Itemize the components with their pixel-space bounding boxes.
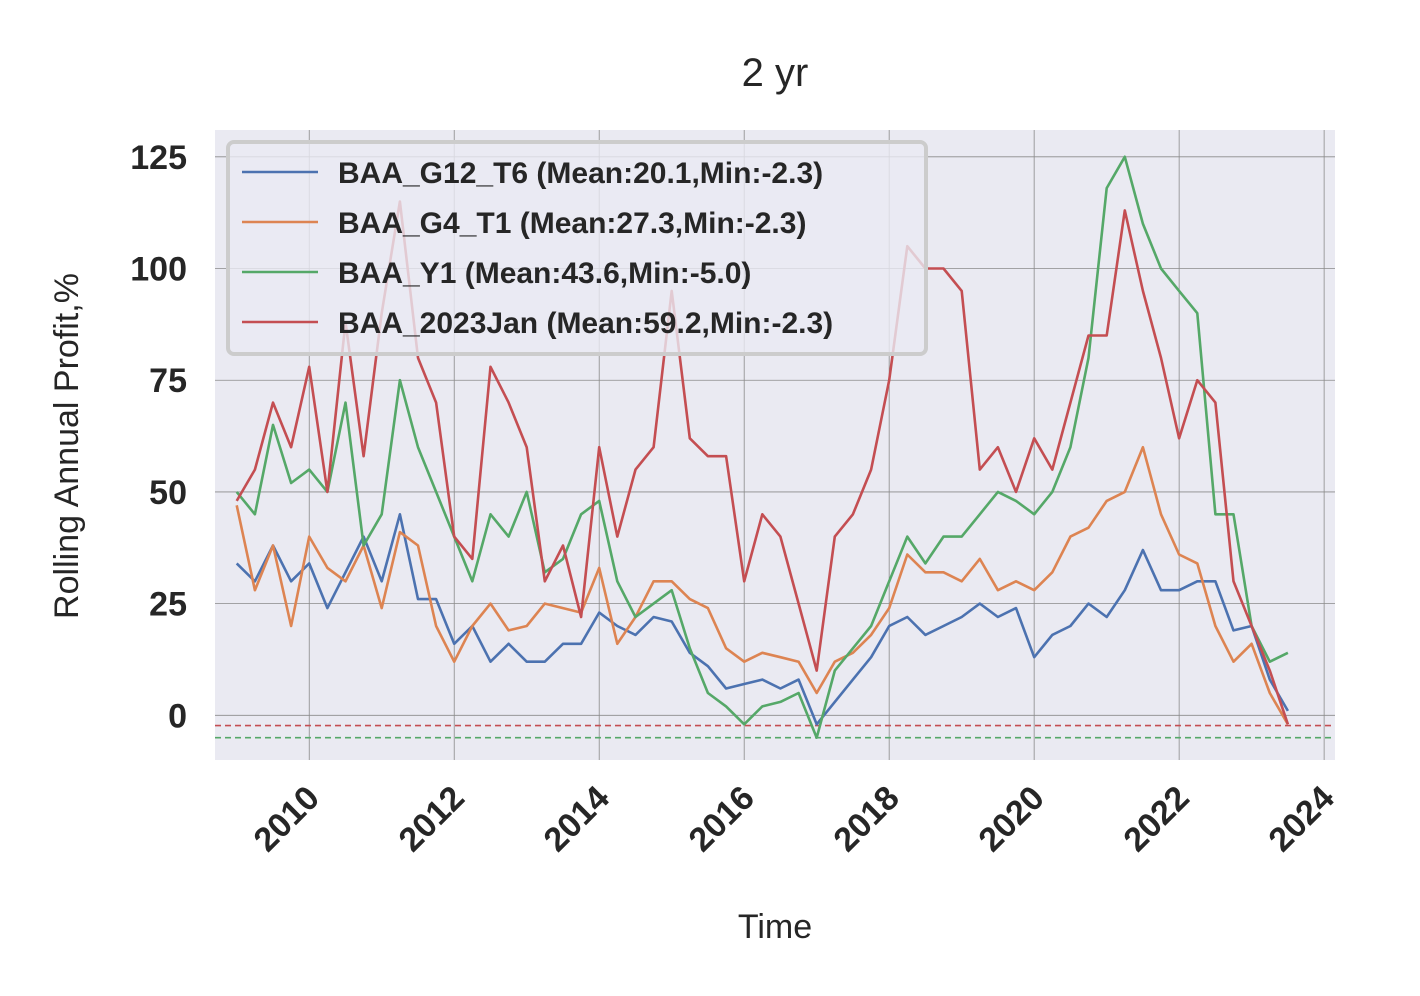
x-axis-label: Time (738, 908, 812, 946)
legend-entry-0: BAA_G12_T6 (Mean:20.1,Min:-2.3) (338, 157, 823, 190)
legend-box (226, 140, 928, 356)
y-tick-label-5: 125 (130, 139, 187, 177)
series-line-2 (235, 155, 1289, 740)
x-tick-label-4: 2018 (826, 779, 906, 859)
y-tick-label-0: 0 (168, 697, 187, 735)
legend-entry-1: BAA_G4_T1 (Mean:27.3,Min:-2.3) (338, 207, 806, 240)
legend-entry-3: BAA_2023Jan (Mean:59.2,Min:-2.3) (338, 307, 833, 340)
series-line-1 (235, 445, 1290, 725)
series-line-0 (235, 512, 1290, 726)
legend: BAA_G12_T6 (Mean:20.1,Min:-2.3) BAA_G4_T1… (226, 140, 928, 356)
x-tick-label-5: 2020 (971, 779, 1051, 859)
x-tick-label-0: 2010 (247, 779, 327, 859)
y-tick-labels: 0 25 50 75 100 125 (130, 139, 187, 736)
y-tick-label-1: 25 (149, 586, 187, 624)
x-tick-label-7: 2024 (1261, 779, 1341, 859)
y-tick-label-3: 75 (149, 362, 187, 400)
x-tick-label-3: 2016 (681, 779, 761, 859)
x-tick-label-6: 2022 (1116, 779, 1196, 859)
y-tick-label-4: 100 (130, 251, 187, 289)
x-tick-label-1: 2012 (392, 779, 472, 859)
chart-title: 2 yr (742, 51, 809, 95)
y-tick-label-2: 50 (149, 474, 187, 512)
y-axis-label: Rolling Annual Profit,% (48, 273, 86, 619)
x-tick-label-2: 2014 (537, 779, 617, 859)
reference-lines (215, 724, 1335, 739)
x-tick-labels: 2010 2012 2014 2016 2018 2020 2022 2024 (247, 779, 1342, 859)
legend-entry-2: BAA_Y1 (Mean:43.6,Min:-5.0) (338, 257, 751, 290)
